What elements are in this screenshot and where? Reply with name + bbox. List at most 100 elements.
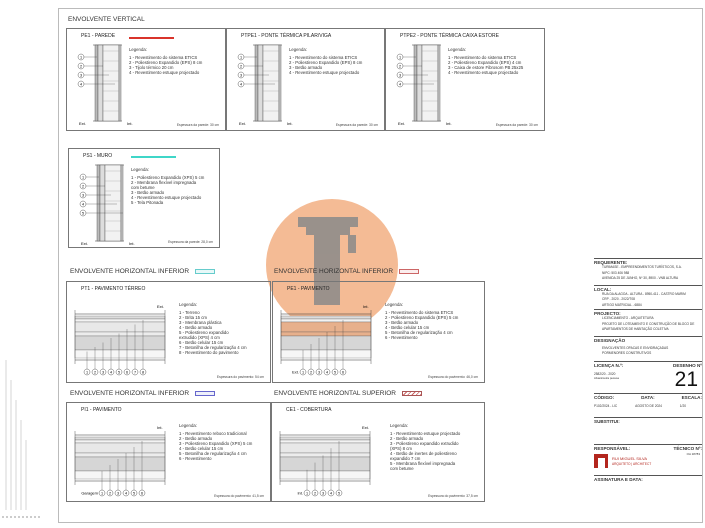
layer-marker [77,53,85,61]
thickness-note: Espessura da parede: 28,0 cm [168,240,213,244]
designacao-line: ENVOLVENTES OPACAS E ENVIDRAÇADAS [602,345,669,350]
local-label: LOCAL: [594,284,702,292]
layer-marker [396,62,404,70]
layer-marker-number: 5 [133,491,135,495]
layer-marker-number: 7 [134,370,136,374]
floor-layer-6 [74,470,166,480]
layer-marker-number: 2 [310,370,312,374]
tecnico-label: TÉCNICO Nº: [673,446,702,451]
layer-marker-number: 6 [141,491,143,495]
layer-marker-number: 2 [109,491,111,495]
legend-title: Legenda: [390,423,408,428]
layer-marker-number: 8 [142,370,144,374]
wall-layer-4 [278,44,282,122]
watermark-logo [266,199,398,331]
section-drawing: 1 2 3 4 Ext. Int. [77,44,133,126]
panel-title: PTPE2 - PONTE TÉRMICA CAIXA ESTORE [400,33,500,39]
layer-marker-number: 4 [82,202,84,206]
floor-layer-1 [279,436,371,441]
layer-marker [99,368,107,376]
substitui-label: SUBSTITUI: [594,417,702,424]
panel-title: PS1 - MURO [83,153,113,159]
legend-items: 1 - Revestimento do sistema ETICS 2 - Po… [448,55,524,75]
floor-layer-5 [280,335,372,351]
layer-marker-number: 4 [240,82,242,86]
panel-pe1-pavimento: PE1 - PAVIMENTO Legenda: 1 - Revestimento… [272,281,485,383]
floor-layer-6 [74,349,166,359]
legend-title: Legenda: [448,47,466,52]
licenca-note: Alvará/outra pessoa [594,376,619,380]
layer-marker [130,489,138,497]
heading-hor-inf-3: ENVOLVENTE HORIZONTAL INFERIOR [70,390,216,397]
thickness-note: Espessura do pavimento: 41,5 cm [214,494,264,498]
floor-layer-2 [279,439,371,444]
floor-layer-1 [74,315,166,320]
layer-marker [131,368,139,376]
layer-marker-number: 6 [342,370,344,374]
assinatura-label: ASSINATURA E DATA: [594,475,702,482]
codigo-label: CÓDIGO: [594,394,615,400]
wall-layer-1 [94,44,99,122]
layer-marker-number: 4 [326,370,328,374]
layer-marker-number: 6 [126,370,128,374]
layer-marker-number: 2 [80,64,82,68]
layer-marker-number: 4 [330,491,332,495]
responsavel-row: RESPONSÁVEL: TÉCNICO Nº: [594,444,702,451]
local-line: RUA DA ALAGOA - ALTURA - 8950-411 - CAST… [602,291,686,296]
responsavel-label: RESPONSÁVEL: [594,446,631,451]
floor-layer-2 [74,318,166,323]
layer-marker [122,489,130,497]
architect-logo-icon [594,454,608,468]
layer-marker-number: 1 [101,491,103,495]
legend: Legenda: 1 - Revestimento do sistema ETIC… [385,302,458,340]
heading-hor-inf-1: ENVOLVENTE HORIZONTAL INFERIOR [70,268,216,275]
requerente-label: REQUERENTE: [594,258,702,265]
drawing-frame [58,8,703,523]
panel-pt1-pavimento-terreo: PT1 - PAVIMENTO TÉRREO Legenda: 1 - Terre… [66,281,271,383]
legend: Legenda: 1 - Revestimento estuque project… [390,423,460,471]
legend-items: 1 - Poliestireno Expandido (XPS) 5 cm 2 … [131,175,205,205]
layer-marker [115,368,123,376]
layer-marker-number: 2 [240,64,242,68]
legend-title: Legenda: [385,302,403,307]
layer-marker [79,173,87,181]
requerente-line: TURIMASE - EMPREENDIMENTOS TURÍSTICOS, S… [602,265,682,269]
layer-marker-number: 1 [80,55,82,59]
layer-marker [237,53,245,61]
panel-title: PT1 - PAVIMENTO TÉRREO [81,286,146,292]
layer-marker [106,489,114,497]
wall-layer-1 [96,164,101,242]
thickness-note: Espessura da parede: 30 cm [176,123,219,127]
projecto-line: APARTAMENTOS DE HABITAÇÃO COLETIVA [602,327,669,331]
codigo-value: P102/2024 - LIC [594,403,618,408]
top-side-label: Int. [363,304,369,309]
section-drawing: 1 2 3 4 5 6 Int. Garagem [74,425,166,497]
wall-layer-4 [437,44,441,122]
layer-marker [331,368,339,376]
ext-label: Ext. [79,121,86,126]
layer-marker-number: 2 [94,370,96,374]
wall-layer-3 [102,44,120,122]
int-label: Int. [446,121,452,126]
layer-marker-number: 4 [80,82,82,86]
legend: Legenda: 1 - Revestimento reboco tradicio… [179,423,252,461]
requerente-line: AVENIDA 25 DE JUNHO, Nº 30, 8900 - VNB A… [602,276,679,280]
wall-layer-3 [262,44,280,122]
floor-layer-5 [74,335,166,351]
layer-marker-number: 1 [399,55,401,59]
wall-layer-4 [118,44,122,122]
heading-hor-inf-2: ENVOLVENTE HORIZONTAL INFERIOR [274,268,420,275]
legend-title: Legenda: [131,167,149,172]
thickness-note: Espessura do pavimento: 54 cm [216,375,264,379]
section-drawing: 1 2 3 4 5 6 Int. Ext. [280,304,372,376]
layer-marker-number: 3 [80,73,82,77]
layer-marker [315,368,323,376]
layer-marker-number: 4 [399,82,401,86]
escala-label: ESCALA: [681,394,702,400]
panel-ce1-cobertura: CE1 - COBERTURA Legenda: 1 - Revestimento… [271,402,485,502]
panel-title: PTPE1 - PONTE TÉRMICA PILAR/VIGA [241,33,332,39]
legend: Legenda: 1 - Revestimento do sistema ETIC… [129,47,202,75]
layer-marker [335,489,343,497]
legend-title: Legenda: [289,47,307,52]
wall-layer-2 [97,44,104,122]
